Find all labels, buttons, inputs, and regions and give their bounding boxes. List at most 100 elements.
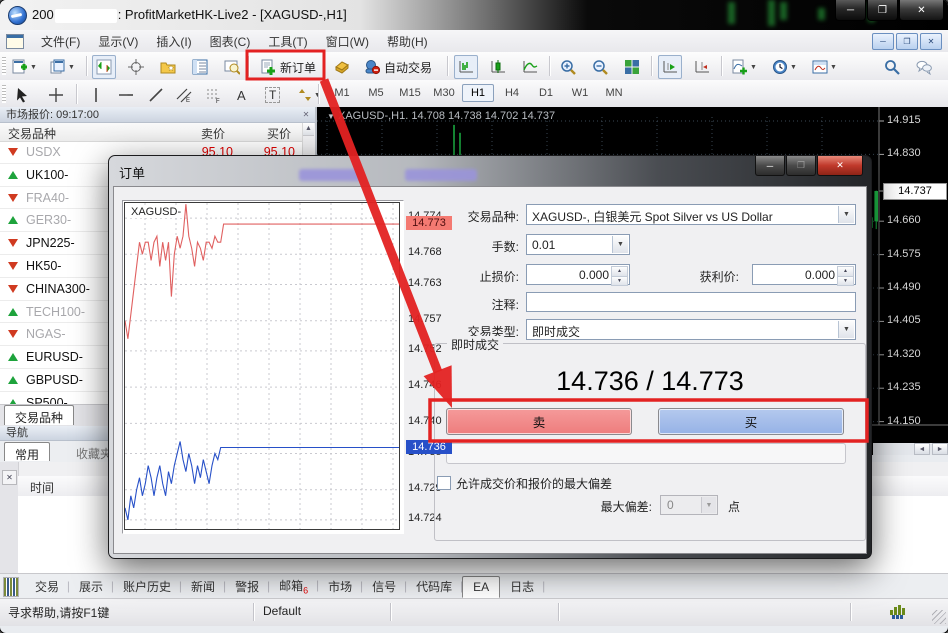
tab-trade[interactable]: 交易 | [35,579,71,594]
candlestick-mode-button[interactable] [486,55,510,79]
status-profile[interactable]: Default [263,604,302,618]
arrows-tool-button[interactable]: ▼ [292,83,325,107]
mdi-minimize-button[interactable]: ─ [872,33,894,50]
chart-system-menu-icon[interactable] [6,33,24,49]
chart-horizontal-scrollbar[interactable]: ◄ ► [873,443,948,455]
favorites-button[interactable] [156,55,180,79]
tab-code-base[interactable]: 代码库| [416,579,463,594]
scroll-right-icon[interactable]: ► [932,443,948,455]
tab-news[interactable]: 新闻 | [191,579,227,594]
tab-signals[interactable]: 信号 | [372,579,408,594]
tab-symbols[interactable]: 交易品种 [4,405,75,425]
tab-mailbox[interactable]: 邮箱6 | [279,578,320,596]
chevron-down-icon[interactable]: ▼ [838,321,854,338]
window-close-button[interactable]: ✕ [899,0,944,21]
autotrading-button[interactable]: 自动交易 [360,55,436,79]
terminal-close-icon[interactable]: ✕ [2,470,17,485]
tab-common[interactable]: 常用 [4,442,51,462]
menu-insert[interactable]: 插入(I) [156,34,192,49]
zoom-out-button[interactable] [588,55,612,79]
chevron-down-icon[interactable]: ▼ [612,236,628,253]
scroll-up-icon[interactable]: ▲ [303,123,314,136]
periods-button[interactable]: ▼ [768,55,801,79]
menu-window[interactable]: 窗口(W) [325,34,369,49]
max-deviation-checkbox-row[interactable]: 允许成交价和报价的最大偏差 [437,475,612,492]
auto-scroll-button[interactable] [658,55,682,79]
tab-alerts[interactable]: 警报 | [235,579,271,594]
buy-button[interactable]: 买 [658,408,844,435]
window-minimize-button[interactable]: ─ [835,0,866,21]
market-watch-close-icon[interactable]: ✕ [302,110,310,119]
timeframe-d1[interactable]: D1 [538,87,554,99]
crosshair-button[interactable] [124,55,148,79]
equidistant-channel-icon: E [176,88,192,103]
timeframe-m1[interactable]: M1 [334,87,350,99]
chart-shift-button[interactable] [690,55,714,79]
menu-view[interactable]: 显示(V) [98,34,139,49]
volume-select[interactable]: 0.01 ▼ [526,234,630,255]
timeframe-m15[interactable]: M15 [399,87,421,99]
vertical-line-tool-button[interactable] [84,83,108,107]
comment-input[interactable] [526,292,856,312]
menu-help[interactable]: 帮助(H) [386,34,428,49]
dialog-close-button[interactable]: ✕ [817,156,863,176]
menu-tools[interactable]: 工具(T) [268,34,308,49]
timeframe-m5[interactable]: M5 [368,87,384,99]
window-maximize-button[interactable]: ❐ [867,0,898,21]
mdi-close-button[interactable]: ✕ [920,33,942,50]
market-watch-column-header[interactable]: 交易品种 卖价 买价 [0,123,303,142]
profiles-button[interactable]: ▼ [46,55,79,79]
market-watch-toggle-button[interactable] [92,55,116,79]
bar-chart-mode-button[interactable] [454,55,478,79]
text-tool-button[interactable]: A [233,83,250,107]
timeframe-m30[interactable]: M30 [433,87,455,99]
tab-experts[interactable]: EA [462,576,501,598]
horizontal-line-tool-button[interactable] [114,83,138,107]
spin-down-icon[interactable]: ▼ [611,275,628,286]
fibonacci-tool-button[interactable]: F [202,83,226,107]
new-order-button[interactable]: 新订单 [256,55,320,79]
new-chart-button[interactable]: ▼ [8,55,41,79]
crosshair-tool-button[interactable] [44,83,68,107]
tab-journal[interactable]: 日志 | [510,579,546,594]
tab-market[interactable]: 市场 | [328,579,364,594]
text-label-tool-button[interactable]: T [261,83,284,107]
templates-button[interactable]: ▼ [808,55,841,79]
chevron-down-icon[interactable]: ▼ [838,206,854,223]
channel-tool-button[interactable]: E [172,83,196,107]
take-profit-input[interactable]: 0.000 ▲ ▼ [752,264,856,286]
terminal-grip-icon[interactable] [3,576,19,597]
checkbox-icon[interactable] [437,476,451,490]
timeframe-w1[interactable]: W1 [571,87,589,99]
data-window-button[interactable] [188,55,212,79]
dialog-minimize-button[interactable]: ─ [755,156,785,176]
indicators-button[interactable]: ▼ [728,55,761,79]
chat-button[interactable] [912,55,936,79]
tab-account-history[interactable]: 账户历史 | [123,579,183,594]
search-button[interactable] [880,55,904,79]
stop-loss-input[interactable]: 0.000 ▲ ▼ [526,264,630,286]
timeframe-h4[interactable]: H4 [504,87,520,99]
refresh-button[interactable] [220,55,244,79]
zoom-in-button[interactable] [556,55,580,79]
tile-windows-button[interactable] [620,55,644,79]
menu-charts[interactable]: 图表(C) [209,34,251,49]
spin-down-icon[interactable]: ▼ [837,275,854,286]
resize-grip[interactable] [932,610,946,624]
mdi-restore-button[interactable]: ❐ [896,33,918,50]
symbol-select[interactable]: XAGUSD-, 白银美元 Spot Silver vs US Dollar ▼ [526,204,856,225]
order-type-select[interactable]: 即时成交 ▼ [526,319,856,340]
timeframe-h1[interactable]: H1 [462,84,494,102]
timeframe-mn[interactable]: MN [605,87,623,99]
strategy-tester-button[interactable] [330,55,354,79]
order-dialog[interactable]: 订单 ─ ❐ ✕ XAGUSD- 14.77414.76814.76314.75… [108,155,872,559]
line-chart-mode-button[interactable] [518,55,542,79]
scroll-left-icon[interactable]: ◄ [914,443,930,455]
cursor-tool-button[interactable] [10,83,34,107]
trendline-tool-button[interactable] [144,83,168,107]
menu-file[interactable]: 文件(F) [41,34,81,49]
sell-button[interactable]: 卖 [446,408,632,435]
chat-bubbles-icon [916,60,932,75]
tab-exposure[interactable]: 展示 | [79,579,115,594]
tab-favorites[interactable]: 收藏夹 [76,447,113,461]
